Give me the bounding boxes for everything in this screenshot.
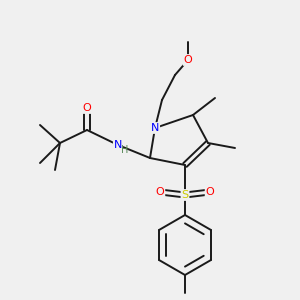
Text: N: N [151, 123, 159, 133]
Text: S: S [182, 190, 189, 200]
Text: O: O [206, 187, 214, 197]
Text: O: O [156, 187, 164, 197]
Text: N: N [114, 140, 122, 150]
Text: O: O [184, 55, 192, 65]
Text: O: O [82, 103, 91, 113]
Text: H: H [121, 145, 129, 155]
